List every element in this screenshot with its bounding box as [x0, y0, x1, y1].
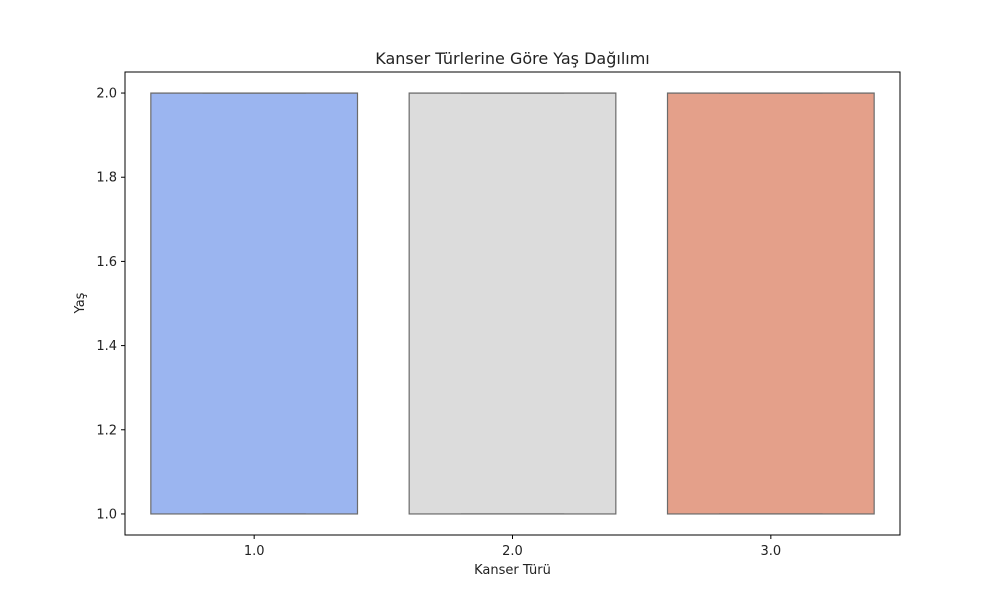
box-1 — [150, 92, 359, 515]
box-2 — [408, 92, 617, 515]
x-axis-ticks: 1.0 2.0 3.0 — [244, 535, 781, 559]
y-tick-label: 1.2 — [96, 423, 117, 438]
x-axis-label: Kanser Türü — [474, 563, 551, 578]
y-tick-label: 1.8 — [96, 171, 117, 186]
chart-title: Kanser Türlerine Göre Yaş Dağılımı — [375, 49, 649, 68]
y-tick-label: 1.0 — [96, 507, 117, 522]
y-axis-ticks: 1.0 1.2 1.4 1.6 1.8 2.0 — [96, 87, 125, 522]
boxes-group — [150, 92, 875, 515]
x-tick-label: 2.0 — [502, 544, 523, 559]
y-tick-label: 1.4 — [96, 339, 117, 354]
box-body — [408, 92, 617, 515]
x-tick-label: 3.0 — [760, 544, 781, 559]
y-tick-label: 1.6 — [96, 255, 117, 270]
box-body — [150, 92, 359, 515]
y-tick-label: 2.0 — [96, 87, 117, 102]
y-axis-label: Yaş — [73, 292, 88, 314]
box-body — [666, 92, 875, 515]
box-3 — [666, 92, 875, 515]
x-tick-label: 1.0 — [244, 544, 265, 559]
